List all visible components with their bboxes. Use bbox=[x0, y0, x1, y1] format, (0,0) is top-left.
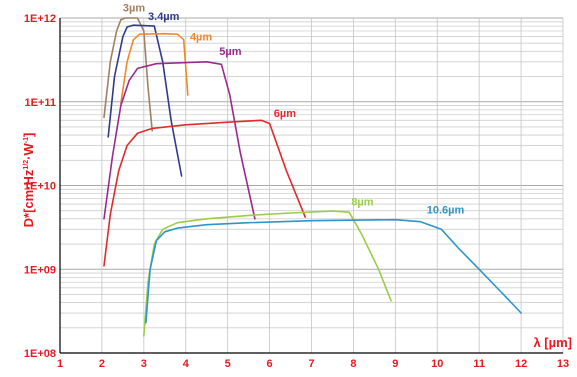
series-annotation: 8µm bbox=[351, 196, 373, 208]
series-annotation: 10.6µm bbox=[427, 205, 465, 217]
y-axis-title-mid: ·W bbox=[21, 142, 36, 159]
series-annotation: 3.4µm bbox=[148, 11, 180, 23]
y-axis-title-sup2: -1 bbox=[23, 137, 30, 143]
x-tick-label: 10 bbox=[431, 358, 443, 370]
series-line-3 bbox=[103, 61, 256, 220]
y-axis-title-end: ] bbox=[21, 133, 36, 137]
y-tick-label: 1E+11 bbox=[24, 97, 56, 109]
series-line-2 bbox=[120, 32, 189, 105]
x-tick-label: 3 bbox=[141, 358, 147, 370]
x-tick-label: 4 bbox=[183, 358, 190, 370]
series-line-1 bbox=[107, 24, 183, 177]
series-annotation: 6µm bbox=[274, 108, 296, 120]
x-tick-label: 2 bbox=[99, 358, 105, 370]
x-tick-label: 6 bbox=[267, 358, 273, 370]
series-lines bbox=[103, 17, 522, 337]
x-tick-label: 1 bbox=[57, 358, 63, 370]
series-line-4 bbox=[103, 119, 306, 267]
x-tick-label: 5 bbox=[225, 358, 231, 370]
x-tick-label: 12 bbox=[515, 358, 527, 370]
x-tick-label: 11 bbox=[473, 358, 485, 370]
series-annotation: 4µm bbox=[190, 31, 212, 43]
x-tick-label: 7 bbox=[308, 358, 314, 370]
x-tick-label: 8 bbox=[350, 358, 356, 370]
y-axis-title: D*[cm·Hz1/2·W-1] bbox=[21, 133, 36, 228]
series-line-0 bbox=[103, 17, 153, 132]
x-tick-label: 9 bbox=[392, 358, 398, 370]
y-tick-label: 1E+08 bbox=[24, 348, 56, 360]
y-tick-label: 1E+12 bbox=[24, 13, 56, 25]
y-tick-label: 1E+09 bbox=[24, 264, 56, 276]
grid-lines bbox=[59, 17, 564, 354]
y-tick-label: 1E+10 bbox=[24, 181, 56, 193]
series-annotation: 5µm bbox=[219, 46, 241, 58]
x-tick-label: 13 bbox=[557, 358, 569, 370]
y-tick-labels: 1E+08 1E+09 1E+10 1E+11 1E+12 bbox=[24, 13, 56, 360]
series-annotation: 3µm bbox=[123, 2, 145, 14]
x-axis-title: λ [µm] bbox=[533, 335, 572, 350]
y-axis-title-sup1: 1/2 bbox=[23, 160, 30, 170]
series-line-6 bbox=[145, 218, 522, 324]
plot-frame bbox=[59, 18, 563, 354]
y-axis-title-main: D*[cm·Hz bbox=[21, 169, 36, 227]
series-line-5 bbox=[143, 210, 392, 337]
x-tick-labels: 1 2 3 4 5 6 7 8 9 10 11 12 13 bbox=[57, 358, 569, 370]
